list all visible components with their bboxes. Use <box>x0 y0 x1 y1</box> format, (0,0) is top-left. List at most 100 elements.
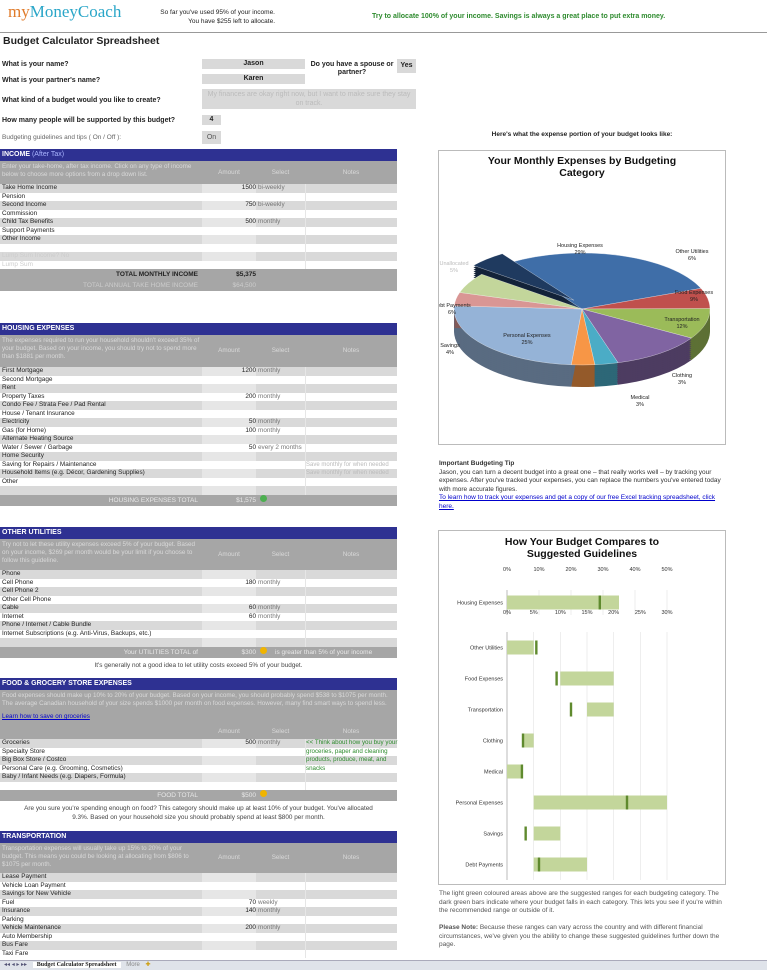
amount-input[interactable]: 1200 <box>202 367 256 376</box>
row-label[interactable]: Internet <box>2 612 24 620</box>
row-label[interactable]: Personal Care (e.g. Grooming, Cosmetics) <box>2 764 123 772</box>
row-label[interactable]: Lump Sum Income? No <box>2 252 70 259</box>
amount-input[interactable] <box>202 595 256 604</box>
frequency-select[interactable]: monthly <box>258 907 281 914</box>
amount-input[interactable] <box>202 401 256 410</box>
amount-input[interactable] <box>202 781 256 790</box>
frequency-select[interactable] <box>256 435 305 444</box>
amount-input[interactable] <box>202 756 256 765</box>
people-input[interactable]: 4 <box>202 115 221 125</box>
row-label[interactable]: Alternate Heating Source <box>2 435 74 442</box>
frequency-select[interactable]: monthly <box>258 612 281 620</box>
notes-cell[interactable] <box>305 924 397 933</box>
frequency-select[interactable] <box>256 773 305 782</box>
amount-input[interactable] <box>202 747 256 756</box>
frequency-select[interactable]: bi-weekly <box>258 201 285 208</box>
row-label[interactable]: Groceries <box>2 739 30 746</box>
row-label[interactable]: Vehicle Maintenance <box>2 924 61 931</box>
amount-input[interactable] <box>202 915 256 924</box>
frequency-select[interactable] <box>256 873 305 882</box>
notes-cell[interactable] <box>305 756 397 765</box>
row-label[interactable]: Taxi Fare <box>2 949 29 957</box>
row-label[interactable]: Water / Sewer / Garbage <box>2 443 73 451</box>
amount-input[interactable] <box>202 949 256 958</box>
amount-input[interactable] <box>202 873 256 882</box>
amount-input[interactable] <box>202 243 256 252</box>
amount-input[interactable]: 180 <box>202 578 256 587</box>
notes-cell[interactable] <box>305 773 397 782</box>
frequency-select[interactable]: monthly <box>258 578 281 586</box>
tab-nav-arrows[interactable]: ◂◂ ◂ ▸ ▸▸ <box>4 962 28 968</box>
notes-cell[interactable] <box>305 243 397 252</box>
frequency-select[interactable] <box>256 596 305 605</box>
row-label[interactable]: Lump Sum <box>2 260 33 268</box>
notes-cell[interactable] <box>305 409 397 418</box>
amount-input[interactable]: 140 <box>202 907 256 916</box>
notes-cell[interactable] <box>305 604 397 613</box>
amount-input[interactable] <box>202 764 256 773</box>
notes-cell[interactable] <box>305 764 397 773</box>
row-label[interactable] <box>0 486 202 495</box>
amount-input[interactable] <box>202 252 256 261</box>
frequency-select[interactable] <box>256 244 305 253</box>
frequency-select[interactable] <box>256 478 305 487</box>
row-label[interactable]: Condo Fee / Strata Fee / Pad Rental <box>2 401 106 408</box>
groceries-link[interactable]: Learn how to save on groceries <box>2 713 90 720</box>
notes-cell[interactable] <box>305 201 397 210</box>
row-label[interactable]: Vehicle Loan Payment <box>2 881 66 889</box>
frequency-select[interactable]: bi-weekly <box>258 184 285 191</box>
notes-cell[interactable] <box>305 252 397 261</box>
notes-cell[interactable] <box>305 235 397 244</box>
amount-input[interactable]: 60 <box>202 612 256 621</box>
name-input[interactable]: Jason <box>202 59 305 69</box>
row-label[interactable]: Support Payments <box>2 226 55 234</box>
row-label[interactable]: Other Cell Phone <box>2 595 52 603</box>
amount-input[interactable] <box>202 587 256 596</box>
row-label[interactable]: Saving for Repairs / Maintenance <box>2 460 97 468</box>
frequency-select[interactable] <box>256 941 305 950</box>
notes-cell[interactable] <box>305 226 397 235</box>
row-label[interactable]: Bus Fare <box>2 941 28 948</box>
amount-input[interactable] <box>202 469 256 478</box>
row-label[interactable] <box>0 782 202 791</box>
row-label[interactable]: Property Taxes <box>2 392 45 400</box>
notes-cell[interactable] <box>305 949 397 958</box>
frequency-select[interactable] <box>256 193 305 202</box>
notes-cell[interactable] <box>305 435 397 444</box>
row-label[interactable]: Phone <box>2 570 21 577</box>
notes-cell[interactable] <box>305 890 397 899</box>
amount-input[interactable]: 750 <box>202 201 256 210</box>
amount-input[interactable] <box>202 638 256 647</box>
row-label[interactable]: Insurance <box>2 907 31 914</box>
notes-cell[interactable]: Save monthly for when needed <box>305 460 397 469</box>
amount-input[interactable] <box>202 235 256 244</box>
frequency-select[interactable] <box>256 570 305 579</box>
amount-input[interactable]: 500 <box>202 739 256 748</box>
frequency-select[interactable] <box>256 401 305 410</box>
row-label[interactable]: Home Security <box>2 452 44 459</box>
row-label[interactable]: Savings for New Vehicle <box>2 890 71 897</box>
notes-cell[interactable] <box>305 486 397 495</box>
row-label[interactable]: Commission <box>2 209 38 217</box>
amount-input[interactable] <box>202 932 256 941</box>
amount-input[interactable]: 50 <box>202 443 256 452</box>
tracking-link[interactable]: To learn how to track your expenses and … <box>439 494 716 510</box>
frequency-select[interactable] <box>256 376 305 385</box>
frequency-select[interactable] <box>256 227 305 236</box>
frequency-select[interactable]: monthly <box>258 218 281 225</box>
amount-input[interactable]: 100 <box>202 426 256 435</box>
amount-input[interactable] <box>202 881 256 890</box>
notes-cell[interactable] <box>305 612 397 621</box>
row-label[interactable] <box>0 244 202 253</box>
partner-input[interactable]: Karen <box>202 74 305 84</box>
notes-cell[interactable] <box>305 578 397 587</box>
budget-kind-select[interactable]: My finances are okay right now, but I wa… <box>202 89 416 109</box>
row-label[interactable]: Fuel <box>2 898 15 906</box>
amount-input[interactable] <box>202 941 256 950</box>
spouse-select[interactable]: Yes <box>397 59 416 73</box>
frequency-select[interactable] <box>256 452 305 461</box>
amount-input[interactable] <box>202 629 256 638</box>
amount-input[interactable]: 50 <box>202 418 256 427</box>
amount-input[interactable] <box>202 890 256 899</box>
frequency-select[interactable]: monthly <box>258 739 281 746</box>
